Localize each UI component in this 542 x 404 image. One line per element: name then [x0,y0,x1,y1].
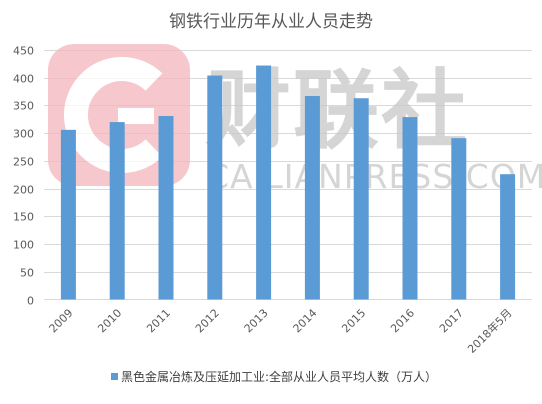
y-tick-label: 0 [27,295,34,308]
legend-label: 黑色金属冶炼及压延加工业:全部从业人员平均人数（万人） [121,369,437,384]
bar-2011 [158,115,174,300]
bar-2017 [451,138,467,300]
legend-swatch [111,373,118,380]
x-tick-label: 2018年5月 [465,306,515,356]
watermark-brand: 财联社 [205,61,469,161]
bar-series [60,65,516,300]
bar-2014 [304,96,320,300]
y-tick-label: 450 [13,45,34,58]
bar-2010 [109,122,125,300]
x-tick-label: 2014 [291,306,320,335]
x-tick-label: 2013 [242,306,271,335]
y-tick-label: 250 [13,156,34,169]
y-axis-ticks: 0 50 100 150 200 250 300 350 400 450 [13,45,34,308]
bar-2009 [60,129,76,300]
x-tick-label: 2009 [47,306,76,335]
x-tick-label: 2017 [437,306,466,335]
legend: 黑色金属冶炼及压延加工业:全部从业人员平均人数（万人） [111,369,437,384]
x-axis-ticks: 2009 2010 2011 2012 2013 2014 2015 2016 2017 2018… [47,306,515,356]
y-tick-label: 400 [13,73,34,86]
bar-2012 [207,75,223,300]
bar-2013 [256,65,272,300]
chart-title: 钢铁行业历年从业人员走势 [169,12,373,32]
y-tick-label: 100 [13,239,34,252]
watermark-logo [48,44,190,186]
y-tick-label: 50 [20,267,34,280]
y-tick-label: 200 [13,184,34,197]
x-tick-label: 2010 [95,306,124,335]
y-tick-label: 350 [13,100,34,113]
y-tick-label: 150 [13,211,34,224]
watermark-logo-c-arc [64,57,163,173]
bar-2016 [402,117,418,300]
bar-2018年5月 [500,174,516,300]
y-tick-label: 300 [13,128,34,141]
bar-2015 [353,98,369,300]
x-tick-label: 2011 [144,306,173,335]
x-tick-label: 2016 [388,306,417,335]
x-tick-label: 2012 [193,306,222,335]
x-tick-label: 2015 [339,306,368,335]
watermark-logo-c-bar [118,108,154,124]
